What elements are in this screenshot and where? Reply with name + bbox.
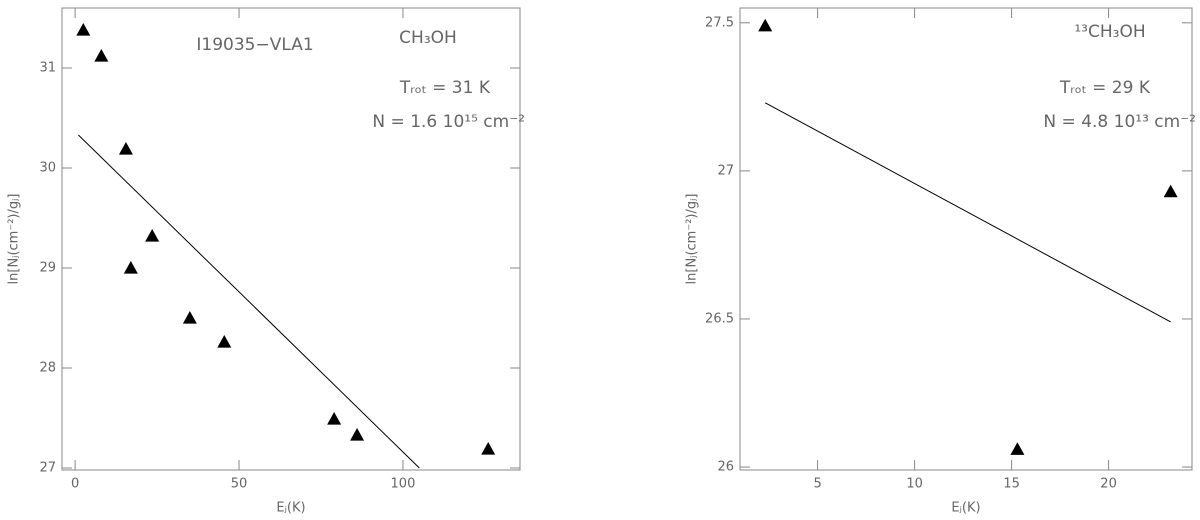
fit-line xyxy=(78,134,420,469)
triangle-marker xyxy=(758,18,773,32)
annotation: N = 1.6 10¹⁵ cm⁻² xyxy=(372,112,525,132)
triangle-marker xyxy=(123,261,138,274)
y-axis-label: ln[Nⱼ(cm⁻²)/gⱼ] xyxy=(7,194,22,285)
y-tick-label: 27.5 xyxy=(705,15,734,30)
y-tick-label: 31 xyxy=(39,61,56,76)
y-tick-label: 30 xyxy=(39,161,56,176)
x-tick-label: 5 xyxy=(813,477,821,492)
y-tick-label: 29 xyxy=(39,261,56,276)
triangle-marker xyxy=(350,428,365,441)
x-tick-label: 10 xyxy=(906,477,923,492)
triangle-marker xyxy=(481,442,496,455)
x-axis-label: Eⱼ(K) xyxy=(951,501,980,516)
fit-line xyxy=(764,102,1171,323)
triangle-marker xyxy=(1010,442,1025,455)
triangle-marker xyxy=(118,142,133,155)
plot-frame xyxy=(739,7,1193,471)
x-tick-label: 15 xyxy=(1003,477,1020,492)
y-tick-label: 28 xyxy=(39,361,56,376)
annotation: Tᵣₒₜ = 31 K xyxy=(399,78,491,98)
triangle-marker xyxy=(327,412,342,425)
triangle-marker xyxy=(145,229,160,242)
plot-frame xyxy=(61,7,521,471)
y-tick-label: 27 xyxy=(39,461,56,476)
x-tick-label: 0 xyxy=(71,477,79,492)
triangle-marker xyxy=(76,23,91,36)
annotation: CH₃OH xyxy=(399,28,457,48)
y-tick-label: 26 xyxy=(717,460,734,475)
triangle-marker xyxy=(94,49,109,62)
x-tick-label: 20 xyxy=(1100,477,1117,492)
x-tick-label: 50 xyxy=(231,477,248,492)
annotation: ¹³CH₃OH xyxy=(1074,22,1145,42)
y-tick-label: 26.5 xyxy=(705,311,734,326)
triangle-marker xyxy=(1163,184,1178,198)
x-tick-label: 100 xyxy=(391,477,416,492)
triangle-marker xyxy=(217,335,232,348)
x-axis-label: Eⱼ(K) xyxy=(276,501,305,516)
triangle-marker xyxy=(182,311,197,324)
y-axis-label: ln[Nⱼ(cm⁻²)/gⱼ] xyxy=(685,194,700,285)
annotation: N = 4.8 10¹³ cm⁻² xyxy=(1043,112,1196,132)
y-tick-label: 27 xyxy=(717,163,734,178)
annotation: I19035−VLA1 xyxy=(196,35,313,55)
annotation: Tᵣₒₜ = 29 K xyxy=(1059,78,1151,98)
